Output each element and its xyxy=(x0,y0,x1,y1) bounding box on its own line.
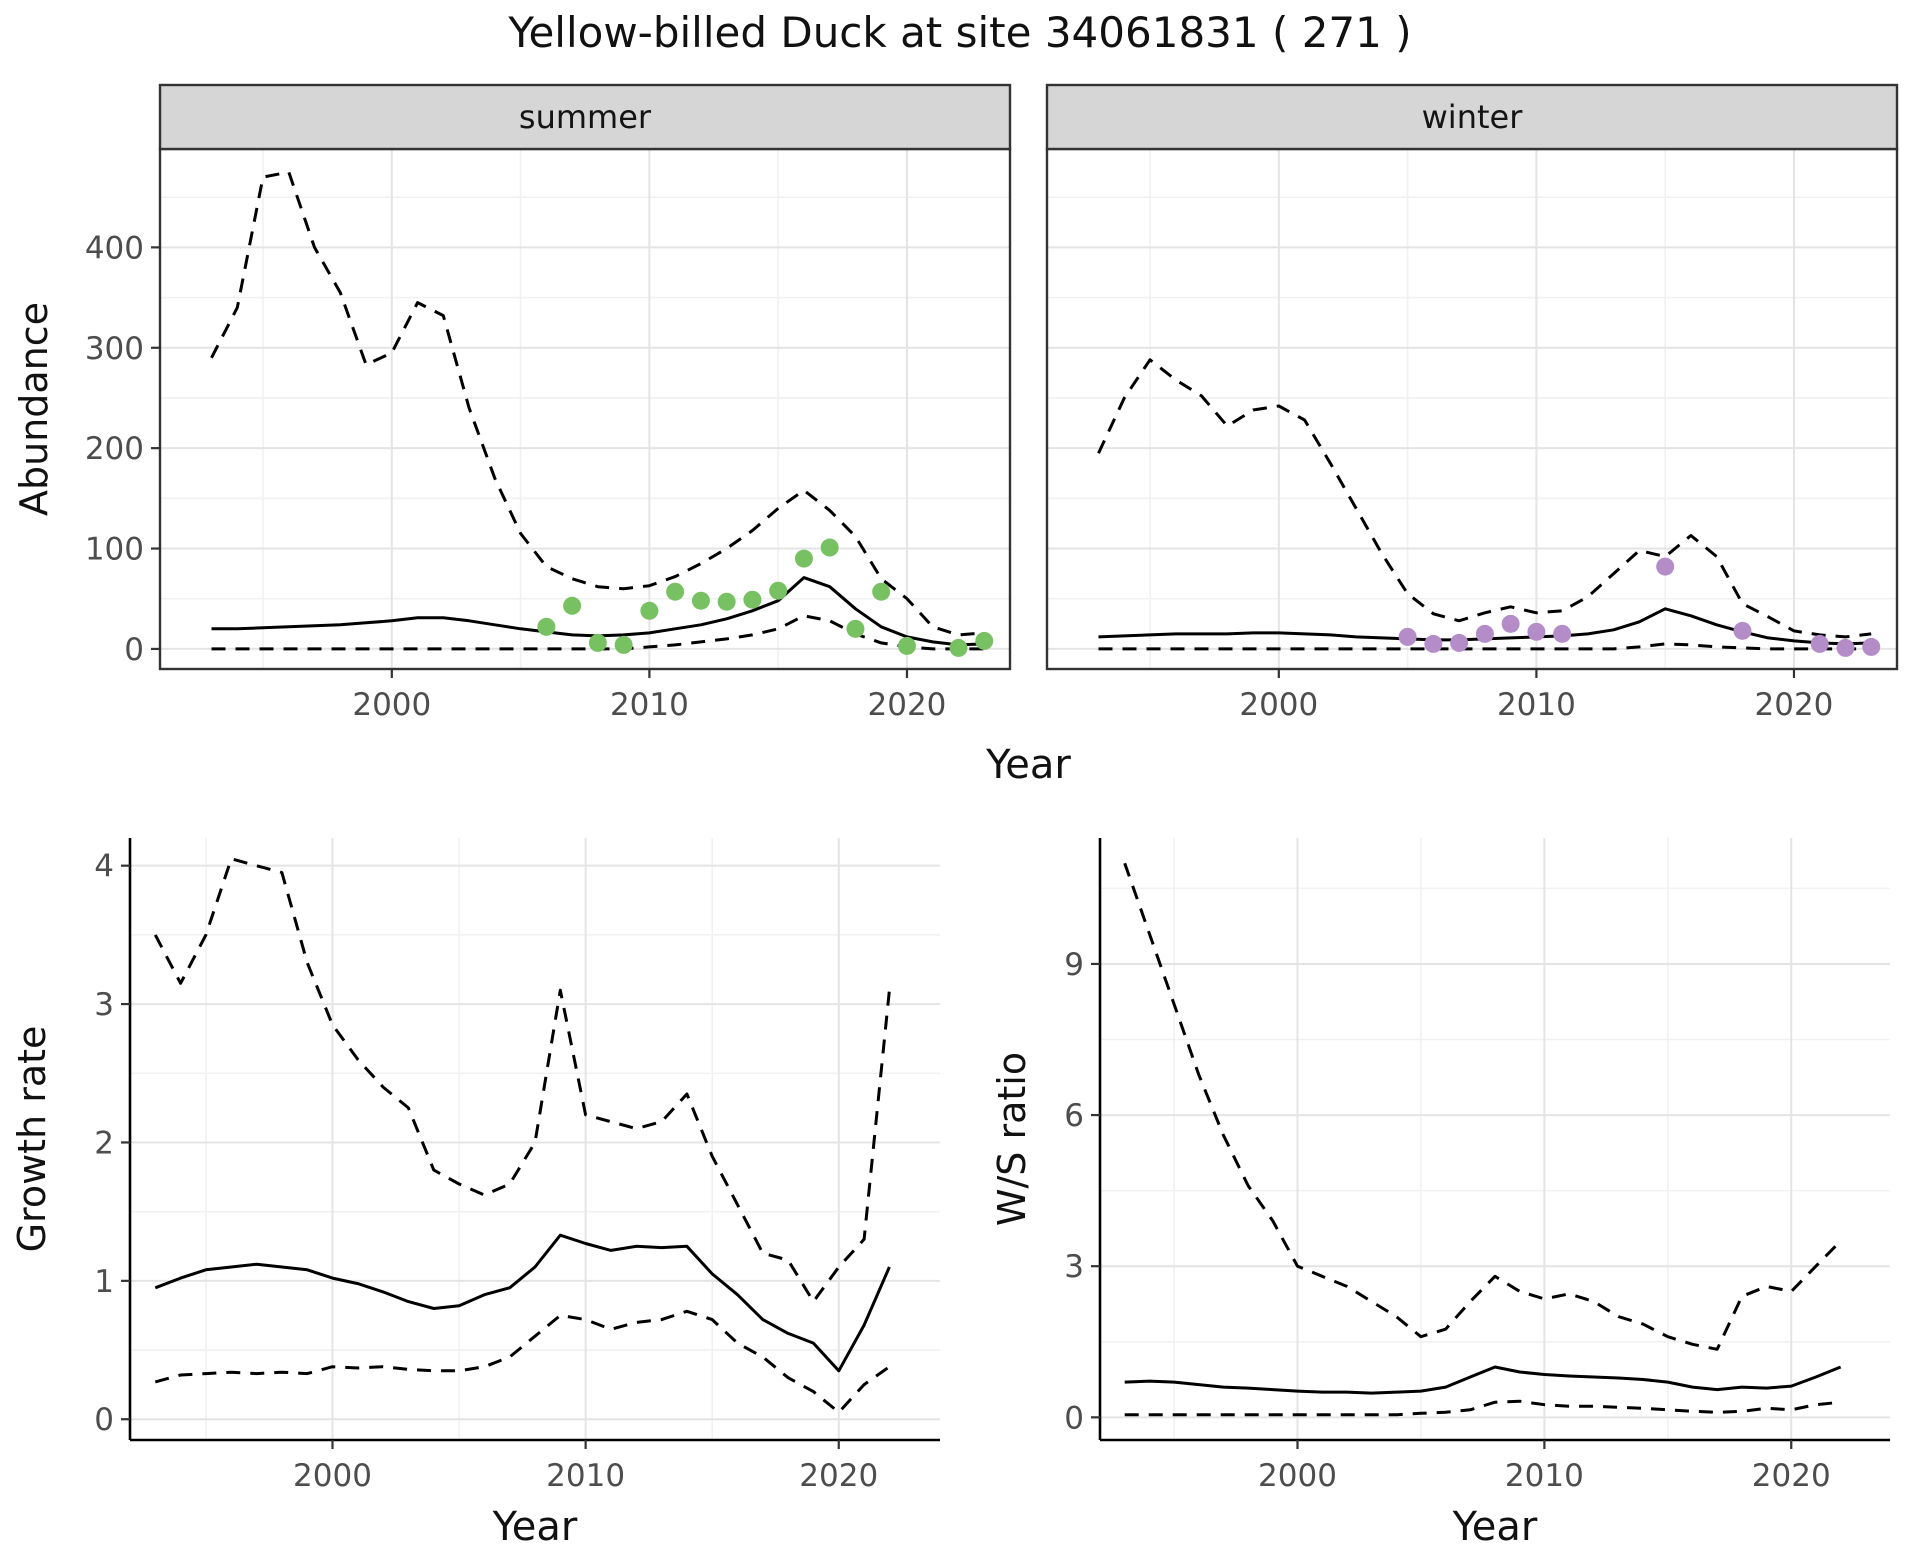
lower_ci-line xyxy=(1098,642,1872,651)
panel-background xyxy=(1100,838,1890,1440)
x-tick-label: 2020 xyxy=(1755,687,1834,723)
data-point xyxy=(794,549,813,568)
x-tick-label: 2010 xyxy=(1505,1458,1584,1494)
y-tick-label: 3 xyxy=(1064,1249,1084,1285)
data-point xyxy=(820,538,839,557)
mean-line xyxy=(1124,1365,1842,1395)
data-point xyxy=(743,590,762,609)
data-point xyxy=(949,638,968,657)
data-point xyxy=(1450,633,1469,652)
x-axis-label-top: Year xyxy=(986,742,1071,788)
data-point xyxy=(769,581,788,600)
data-point xyxy=(1527,622,1546,641)
data-point xyxy=(1810,634,1829,653)
y-tick-label: 200 xyxy=(85,431,144,467)
y-tick-label: 0 xyxy=(94,1402,114,1438)
x-tick-label: 2010 xyxy=(546,1458,625,1494)
data-point xyxy=(975,631,994,650)
data-point xyxy=(1862,637,1881,656)
y-tick-label: 100 xyxy=(85,532,144,568)
data-point xyxy=(666,582,685,601)
upper_ci-line xyxy=(1123,862,1842,1351)
x-tick-label: 2020 xyxy=(1752,1458,1831,1494)
x-axis-label-ws: Year xyxy=(1452,1504,1538,1550)
data-point xyxy=(1836,638,1855,657)
x-tick-label: 2010 xyxy=(1497,687,1576,723)
facet-strip-label: winter xyxy=(1422,98,1524,136)
y-axis-label-growth-rate: Growth rate xyxy=(10,1025,54,1253)
x-tick-label: 2000 xyxy=(1258,1458,1337,1494)
data-point xyxy=(1733,621,1752,640)
data-point xyxy=(691,591,710,610)
y-tick-label: 3 xyxy=(94,987,114,1023)
y-axis-label-abundance: Abundance xyxy=(12,301,56,517)
facet-strip-label: summer xyxy=(519,98,652,136)
panel-background xyxy=(1047,149,1897,669)
data-point xyxy=(1475,624,1494,643)
data-point xyxy=(1553,624,1572,643)
lower_ci-line xyxy=(154,1309,891,1414)
data-point xyxy=(614,635,633,654)
facet-strip xyxy=(1045,83,1899,151)
data-point xyxy=(640,601,659,620)
y-tick-label: 2 xyxy=(94,1125,114,1161)
x-tick-label: 2020 xyxy=(799,1458,878,1494)
y-tick-label: 1 xyxy=(94,1264,114,1300)
winter-abundance-chart: 2000 2010 2020 winter xyxy=(1045,83,1899,723)
data-point xyxy=(846,619,865,638)
data-point xyxy=(1501,614,1520,633)
summer-abundance-chart: 2000 2010 2020 0 100 200 300 400 summer xyxy=(85,83,1012,723)
upper_ci-line xyxy=(1097,358,1872,639)
y-axis-label-ws-ratio: W/S ratio xyxy=(990,1051,1034,1227)
y-tick-label: 6 xyxy=(1064,1098,1084,1134)
y-tick-label: 0 xyxy=(1064,1400,1084,1436)
data-point xyxy=(563,596,582,615)
data-point xyxy=(872,582,891,601)
data-point xyxy=(588,633,607,652)
ws-ratio-chart: 2000 2010 2020 0 3 6 9 xyxy=(1064,838,1890,1494)
data-point xyxy=(537,617,556,636)
chart-title: Yellow-billed Duck at site 34061831 ( 27… xyxy=(508,8,1412,57)
x-axis-label-growth: Year xyxy=(492,1504,578,1550)
data-point xyxy=(897,636,916,655)
upper_ci-line xyxy=(210,170,985,637)
y-tick-label: 400 xyxy=(85,230,144,266)
facet-strip xyxy=(158,83,1012,151)
y-tick-label: 300 xyxy=(85,331,144,367)
x-tick-label: 2000 xyxy=(352,687,431,723)
data-point xyxy=(1398,627,1417,646)
x-tick-label: 2000 xyxy=(293,1458,372,1494)
y-tick-label: 0 xyxy=(124,632,144,668)
y-tick-label: 9 xyxy=(1064,947,1084,983)
data-point xyxy=(717,592,736,611)
data-point xyxy=(1424,634,1443,653)
x-tick-label: 2010 xyxy=(610,687,689,723)
mean-line xyxy=(154,1233,891,1373)
x-tick-label: 2000 xyxy=(1239,687,1318,723)
data-point xyxy=(1656,557,1675,576)
x-tick-label: 2020 xyxy=(868,687,947,723)
y-tick-label: 4 xyxy=(94,849,114,885)
growth-rate-chart: 2000 2010 2020 0 1 2 3 4 xyxy=(94,838,940,1494)
